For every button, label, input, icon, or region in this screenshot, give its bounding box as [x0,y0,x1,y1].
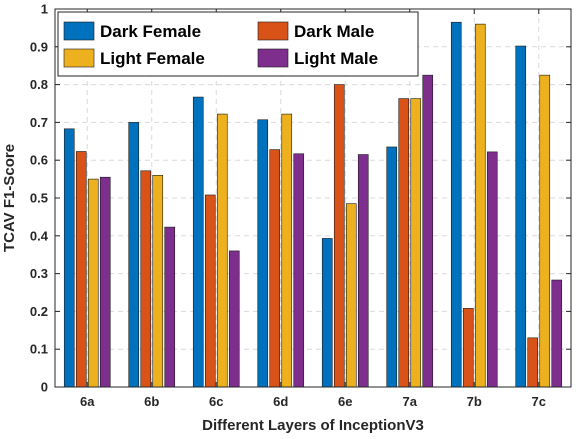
y-tick-label: 0.6 [30,153,48,168]
bar [422,74,434,388]
bar [140,170,152,388]
legend-swatch [63,21,95,41]
bar [281,113,293,388]
legend-label: Dark Female [100,22,201,41]
y-tick-label: 1 [41,2,48,17]
legend: Dark Female Dark Male Light Female Light Ma… [57,11,419,77]
bar [269,149,281,388]
bar [551,279,563,388]
y-tick-label: 0.3 [30,266,48,281]
bar [192,96,204,388]
bar [216,113,228,388]
bar [357,154,369,388]
y-tick-label: 0 [41,380,48,395]
bar [515,45,527,388]
bar [87,178,99,388]
bar [152,175,164,388]
bar [450,21,462,388]
bar [333,84,345,388]
bar [293,153,305,388]
bar [257,119,269,388]
bar [462,308,474,388]
bar [228,250,240,388]
legend-label: Light Male [294,49,378,68]
bar [321,238,333,388]
legend-swatch [257,48,289,68]
x-tick-label: 6c [209,394,223,409]
legend-box [57,11,419,77]
legend-swatch [63,48,95,68]
bar [474,23,486,388]
bar [75,151,87,388]
bar [527,337,539,388]
bar [410,98,422,388]
x-tick-label: 7a [403,394,418,409]
bar [345,203,357,388]
y-tick-label: 0.5 [30,191,48,206]
x-axis-label: Different Layers of InceptionV3 [202,417,424,434]
bar [204,194,216,388]
bar [99,176,111,388]
bar [539,74,551,388]
bar [63,128,75,388]
x-tick-label: 6b [144,394,159,409]
legend-label: Dark Male [294,22,374,41]
y-tick-label: 0.1 [30,342,48,357]
x-tick-label: 6a [80,394,95,409]
legend-label: Light Female [100,49,205,68]
bar [386,146,398,388]
x-tick-label: 7c [532,394,546,409]
legend-swatch [257,21,289,41]
y-tick-label: 0.8 [30,77,48,92]
y-tick-label: 0.2 [30,304,48,319]
bar [486,151,498,388]
bar [128,122,140,388]
x-tick-label: 6e [338,394,352,409]
y-axis-ticks: 0 0.1 0.2 0.3 0.4 0.5 0.6 0.7 0.8 0.9 1 [30,2,571,395]
y-tick-label: 0.4 [30,228,49,243]
y-axis-label: TCAV F1-Score [1,144,18,252]
x-tick-label: 7b [467,394,482,409]
y-tick-label: 0.7 [30,115,48,130]
y-tick-label: 0.9 [30,39,48,54]
x-tick-label: 6d [273,394,288,409]
bars [63,21,563,388]
bar [164,226,176,388]
bar [398,98,410,388]
